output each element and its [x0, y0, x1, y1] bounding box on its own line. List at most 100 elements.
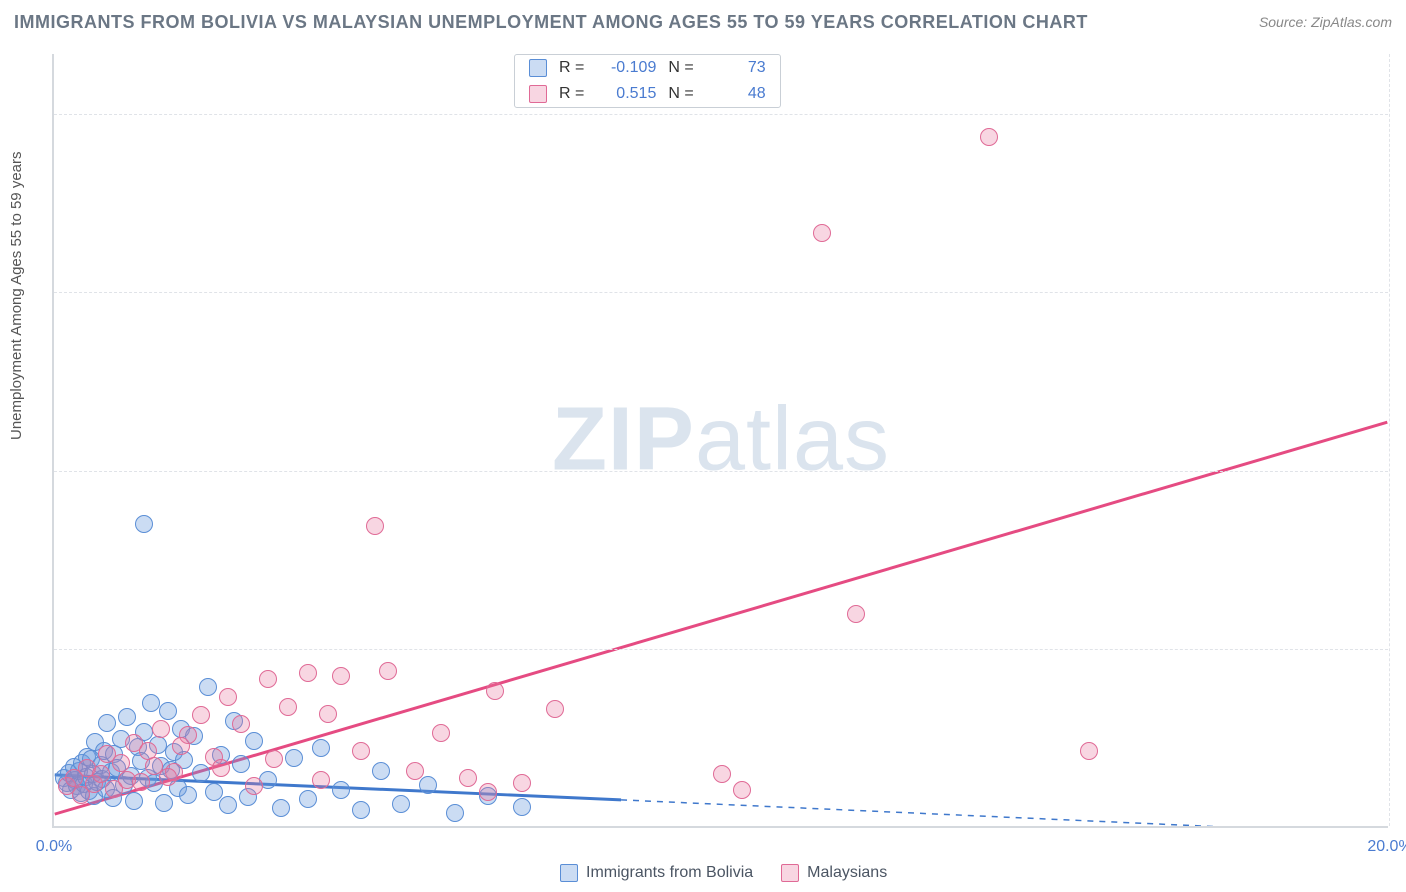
- trend-lines-layer: [54, 54, 1388, 826]
- scatter-point-bolivia: [155, 794, 173, 812]
- watermark-rest: atlas: [695, 390, 890, 490]
- correlation-stat-box: R = -0.109 N = 73 R = 0.515 N = 48: [514, 54, 781, 108]
- watermark-bold: ZIP: [552, 390, 695, 490]
- trend-line-dash-bolivia: [621, 800, 1387, 826]
- scatter-point-bolivia: [312, 739, 330, 757]
- scatter-point-malaysians: [352, 742, 370, 760]
- scatter-point-malaysians: [152, 720, 170, 738]
- scatter-point-malaysians: [980, 128, 998, 146]
- scatter-point-malaysians: [813, 224, 831, 242]
- legend-item: Malaysians: [781, 864, 887, 882]
- scatter-point-malaysians: [1080, 742, 1098, 760]
- scatter-point-malaysians: [92, 765, 110, 783]
- scatter-point-bolivia: [372, 762, 390, 780]
- scatter-point-malaysians: [159, 768, 177, 786]
- trend-line-malaysians: [55, 422, 1388, 814]
- scatter-point-malaysians: [486, 682, 504, 700]
- scatter-point-malaysians: [847, 605, 865, 623]
- scatter-point-malaysians: [459, 769, 477, 787]
- scatter-point-malaysians: [733, 781, 751, 799]
- stat-r-value: 0.515: [596, 85, 656, 103]
- scatter-point-malaysians: [219, 688, 237, 706]
- scatter-point-bolivia: [118, 708, 136, 726]
- stat-r-value: -0.109: [596, 59, 656, 77]
- watermark: ZIPatlas: [552, 389, 890, 492]
- scatter-point-bolivia: [142, 694, 160, 712]
- grid-line-h: [54, 649, 1388, 650]
- scatter-point-bolivia: [332, 781, 350, 799]
- legend-label: Malaysians: [807, 864, 887, 882]
- stat-r-label: R =: [559, 59, 584, 77]
- scatter-point-malaysians: [406, 762, 424, 780]
- scatter-point-malaysians: [299, 664, 317, 682]
- scatter-point-bolivia: [179, 786, 197, 804]
- scatter-point-bolivia: [159, 702, 177, 720]
- scatter-plot-area: ZIPatlas 15.0%30.0%45.0%60.0%0.0%20.0%: [52, 54, 1388, 828]
- scatter-point-malaysians: [192, 706, 210, 724]
- stat-r-label: R =: [559, 85, 584, 103]
- scatter-point-bolivia: [352, 801, 370, 819]
- scatter-point-bolivia: [245, 732, 263, 750]
- scatter-point-malaysians: [112, 754, 130, 772]
- x-tick-label: 0.0%: [36, 838, 72, 856]
- scatter-point-bolivia: [135, 515, 153, 533]
- grid-line-h: [54, 471, 1388, 472]
- source-name: ZipAtlas.com: [1311, 14, 1392, 30]
- legend-label: Immigrants from Bolivia: [586, 864, 753, 882]
- y-axis-label: Unemployment Among Ages 55 to 59 years: [8, 151, 25, 440]
- stat-swatch: [529, 59, 547, 77]
- legend-item: Immigrants from Bolivia: [560, 864, 753, 882]
- stat-n-value: 48: [706, 85, 766, 103]
- stat-n-label: N =: [668, 85, 693, 103]
- scatter-point-bolivia: [192, 764, 210, 782]
- stat-row: R = 0.515 N = 48: [515, 81, 780, 107]
- stat-swatch: [529, 85, 547, 103]
- legend-swatch: [781, 864, 799, 882]
- y-tick-label: 60.0%: [1398, 105, 1406, 123]
- stat-n-value: 73: [706, 59, 766, 77]
- scatter-point-bolivia: [98, 714, 116, 732]
- stat-n-label: N =: [668, 59, 693, 77]
- scatter-point-bolivia: [199, 678, 217, 696]
- scatter-point-malaysians: [312, 771, 330, 789]
- scatter-point-malaysians: [132, 773, 150, 791]
- chart-header: IMMIGRANTS FROM BOLIVIA VS MALAYSIAN UNE…: [0, 0, 1406, 44]
- legend-swatch: [560, 864, 578, 882]
- scatter-point-malaysians: [513, 774, 531, 792]
- grid-line-v: [1389, 54, 1390, 826]
- scatter-point-malaysians: [546, 700, 564, 718]
- grid-line-h: [54, 114, 1388, 115]
- scatter-point-malaysians: [212, 759, 230, 777]
- x-tick-label: 20.0%: [1367, 838, 1406, 856]
- chart-title: IMMIGRANTS FROM BOLIVIA VS MALAYSIAN UNE…: [14, 12, 1088, 33]
- grid-line-h: [54, 292, 1388, 293]
- y-tick-label: 15.0%: [1398, 640, 1406, 658]
- scatter-point-malaysians: [379, 662, 397, 680]
- y-tick-label: 45.0%: [1398, 283, 1406, 301]
- y-tick-label: 30.0%: [1398, 462, 1406, 480]
- scatter-point-malaysians: [245, 777, 263, 795]
- scatter-point-malaysians: [265, 750, 283, 768]
- source-attribution: Source: ZipAtlas.com: [1259, 14, 1392, 30]
- bottom-legend: Immigrants from Bolivia Malaysians: [560, 864, 887, 882]
- source-prefix: Source:: [1259, 14, 1311, 30]
- scatter-point-malaysians: [172, 737, 190, 755]
- scatter-point-malaysians: [259, 670, 277, 688]
- scatter-point-malaysians: [432, 724, 450, 742]
- scatter-point-malaysians: [232, 715, 250, 733]
- scatter-point-bolivia: [446, 804, 464, 822]
- scatter-point-bolivia: [219, 796, 237, 814]
- scatter-point-bolivia: [392, 795, 410, 813]
- stat-row: R = -0.109 N = 73: [515, 55, 780, 81]
- scatter-point-bolivia: [299, 790, 317, 808]
- scatter-point-malaysians: [279, 698, 297, 716]
- scatter-point-bolivia: [419, 776, 437, 794]
- scatter-point-bolivia: [232, 755, 250, 773]
- scatter-point-malaysians: [332, 667, 350, 685]
- scatter-point-malaysians: [713, 765, 731, 783]
- scatter-point-malaysians: [479, 783, 497, 801]
- scatter-point-malaysians: [366, 517, 384, 535]
- scatter-point-bolivia: [285, 749, 303, 767]
- scatter-point-bolivia: [272, 799, 290, 817]
- scatter-point-bolivia: [125, 792, 143, 810]
